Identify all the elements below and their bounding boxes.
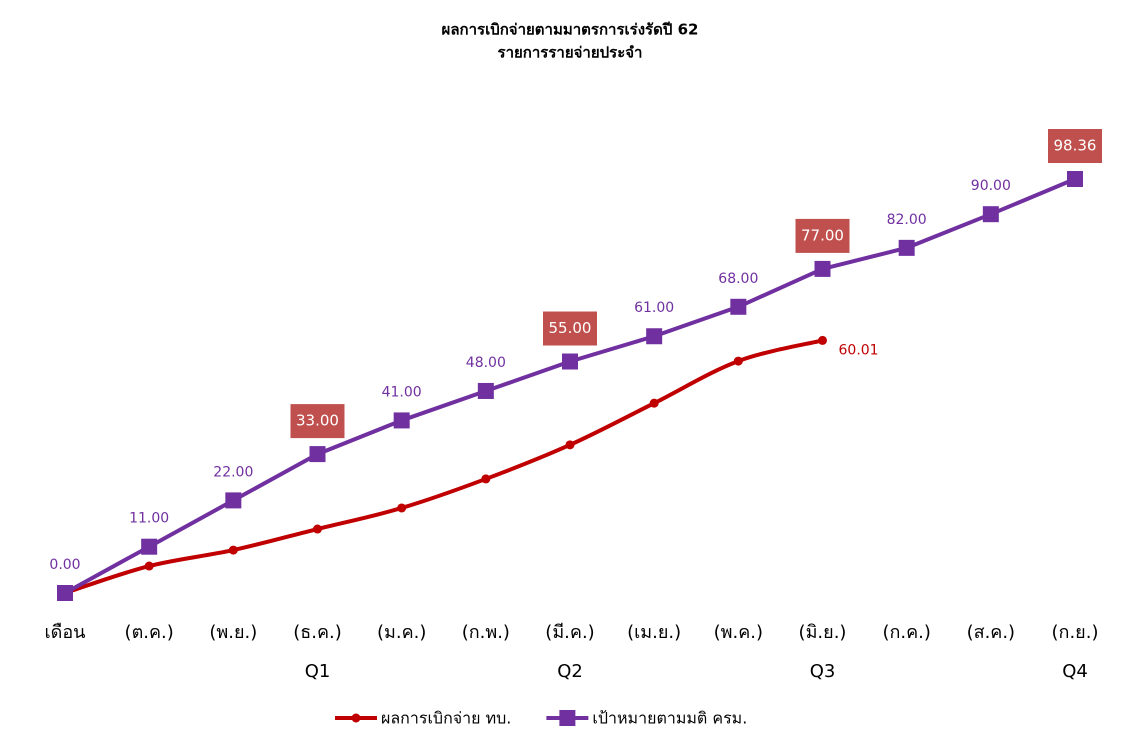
marker	[730, 298, 747, 315]
x-tick-label: (มี.ค.)	[545, 622, 594, 643]
quarter-label: Q1	[305, 661, 331, 682]
series-line	[64, 338, 823, 595]
label-box	[290, 404, 345, 439]
marker	[649, 398, 659, 408]
marker	[393, 412, 410, 429]
x-tick-label: (พ.ค.)	[714, 622, 763, 643]
x-tick-label: (พ.ย.)	[209, 622, 257, 643]
quarter-label: Q3	[810, 661, 836, 682]
data-label: 68.00	[718, 271, 758, 287]
data-label: 82.00	[887, 212, 927, 228]
marker	[1067, 171, 1083, 187]
marker	[814, 260, 831, 277]
data-label: 61.00	[634, 300, 674, 316]
marker	[565, 440, 575, 450]
legend-label: ผลการเบิกจ่าย ทบ.	[381, 709, 511, 728]
x-tick-label: เดือน	[45, 622, 86, 643]
data-label: 60.01	[839, 342, 879, 358]
data-label: 48.00	[466, 355, 506, 371]
legend-label: เป้าหมายตามมติ ครม.	[592, 709, 747, 728]
marker	[646, 328, 663, 345]
legend-marker	[559, 710, 576, 726]
legend-marker	[351, 713, 361, 723]
marker	[141, 538, 158, 555]
data-label: 0.00	[49, 557, 80, 573]
data-label: 77.00	[801, 226, 844, 244]
data-label: 11.00	[129, 511, 169, 527]
x-tick-label: (ต.ค.)	[125, 622, 174, 643]
marker	[481, 474, 491, 484]
marker	[982, 206, 999, 223]
marker	[313, 524, 322, 534]
label-box	[543, 311, 597, 346]
marker	[309, 446, 326, 463]
x-tick-label: (ก.ค.)	[882, 622, 930, 643]
x-tick-label: (ก.ย.)	[1052, 622, 1099, 643]
x-tick-label: (มิ.ย.)	[799, 622, 847, 643]
data-label: 98.36	[1054, 137, 1097, 155]
x-tick-label: (ม.ค.)	[377, 622, 426, 643]
data-label: 22.00	[213, 464, 253, 480]
quarter-label: Q2	[557, 661, 583, 682]
data-label: 90.00	[971, 178, 1011, 194]
marker	[562, 353, 578, 370]
marker	[228, 545, 238, 555]
marker	[225, 492, 242, 509]
data-label: 33.00	[296, 412, 339, 430]
x-tick-label: (ธ.ค.)	[293, 622, 342, 643]
x-tick-label: (ส.ค.)	[967, 622, 1016, 643]
chart-title: ผลการเบิกจ่ายตามมาตรการเร่งรัดปี 62	[442, 21, 699, 39]
series-line	[64, 177, 1076, 595]
marker	[818, 335, 827, 345]
marker	[144, 561, 154, 571]
data-label: 41.00	[382, 384, 422, 400]
marker	[898, 239, 915, 256]
x-tick-label: (เม.ย.)	[627, 622, 681, 643]
marker	[733, 356, 743, 366]
label-box	[1048, 129, 1102, 163]
data-label: 55.00	[549, 319, 592, 337]
marker	[57, 585, 73, 601]
quarter-label: Q4	[1062, 661, 1088, 682]
x-tick-label: (ก.พ.)	[462, 622, 510, 643]
marker	[397, 503, 407, 513]
marker	[477, 382, 494, 399]
chart-subtitle: รายการรายจ่ายประจำ	[498, 44, 643, 62]
label-box	[795, 218, 850, 253]
